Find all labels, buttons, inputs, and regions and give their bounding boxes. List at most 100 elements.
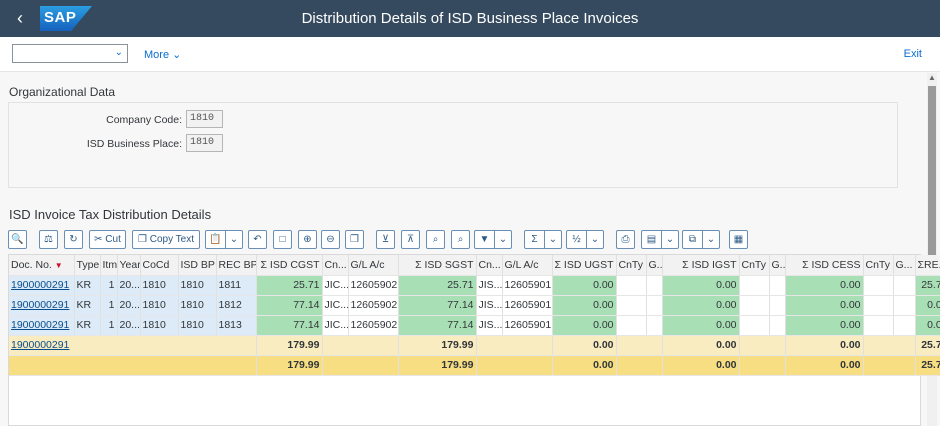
add-row-icon[interactable]: ⊕ [298,230,317,249]
cut-button[interactable]: ✂ Cut [89,230,126,249]
doc-number-link[interactable]: 1900000291 [11,299,70,311]
table-cell[interactable]: JIC... [322,295,349,316]
table-cell[interactable]: 12605901 [502,315,553,336]
column-header[interactable]: G... [769,255,786,276]
table-cell[interactable]: 0.00 [662,315,740,336]
table-cell[interactable]: KR [74,295,101,316]
copy-text-button[interactable]: ❐ Copy Text [132,230,200,249]
table-cell[interactable]: JIS... [476,275,503,296]
insert-row-icon[interactable]: □ [273,230,292,249]
table-cell[interactable]: 77.14 [398,295,477,316]
scroll-up-icon[interactable]: ▲ [928,73,936,82]
column-header[interactable]: Σ ISD UGST [552,255,617,276]
table-cell[interactable]: 0.00 [785,315,864,336]
table-cell[interactable]: JIC... [322,275,349,296]
column-header[interactable]: ΣRE... [915,255,940,276]
column-header[interactable]: Cn... [322,255,349,276]
column-header[interactable]: REC BP [216,255,257,276]
table-cell[interactable]: 12605901 [502,295,553,316]
table-cell[interactable]: 77.14 [256,315,323,336]
layout-icon[interactable]: ▦ [729,230,748,249]
duplicate-row-icon[interactable]: ❐ [345,230,364,249]
chevron-down-icon[interactable]: ⌄ [229,234,239,245]
table-cell[interactable]: 0.00 [552,315,617,336]
find-icon[interactable]: ⌕ [426,230,445,249]
table-cell[interactable] [646,295,663,316]
table-cell[interactable] [616,315,647,336]
table-cell[interactable] [739,275,770,296]
table-cell[interactable]: 1810 [178,275,217,296]
undo-icon[interactable]: ↶ [248,230,267,249]
export-icon[interactable]: ⧉ [688,234,697,245]
table-cell[interactable] [769,275,786,296]
table-cell[interactable]: JIS... [476,295,503,316]
column-header[interactable]: CnTy [739,255,770,276]
sort-descending-icon[interactable]: ⊼ [401,230,420,249]
table-cell[interactable] [893,275,916,296]
table-cell[interactable]: 20... [117,295,141,316]
table-cell[interactable]: JIS... [476,315,503,336]
table-cell[interactable]: 0.00 [915,295,940,316]
table-cell[interactable]: 25.71 [256,275,323,296]
table-cell[interactable]: 1811 [216,275,257,296]
table-cell[interactable]: KR [74,275,101,296]
sum-dropdown[interactable]: Σ ⌄ [524,230,562,249]
filter-dropdown[interactable]: ▼ ⌄ [474,230,512,249]
scrollbar-thumb[interactable] [928,86,936,286]
table-cell[interactable]: 1812 [216,295,257,316]
table-cell[interactable]: 0.00 [915,315,940,336]
table-cell[interactable]: JIC... [322,315,349,336]
table-cell[interactable]: 1 [100,295,118,316]
table-cell[interactable] [893,295,916,316]
chevron-down-icon[interactable]: ⌄ [548,234,558,245]
variant-select[interactable]: ⌄ [12,44,128,63]
table-cell[interactable]: 12605902 [348,315,399,336]
more-menu-button[interactable]: More ⌄ [144,49,182,61]
table-cell[interactable] [863,275,894,296]
table-cell[interactable]: 20... [117,315,141,336]
column-header[interactable]: G/L A/c [502,255,553,276]
doc-number-link[interactable]: 1900000291 [11,319,70,331]
column-header[interactable]: CnTy [616,255,647,276]
table-cell[interactable]: 12605902 [348,295,399,316]
table-cell[interactable]: 20... [117,275,141,296]
column-header[interactable]: Doc. No. ▼ [9,255,75,276]
table-cell[interactable]: 1 [100,315,118,336]
table-cell[interactable] [616,295,647,316]
table-cell[interactable] [646,315,663,336]
table-cell[interactable]: 0.00 [552,275,617,296]
column-header[interactable]: Σ ISD SGST [398,255,477,276]
doc-number-link[interactable]: 1900000291 [11,279,70,291]
table-cell[interactable]: 0.00 [662,275,740,296]
company-code-field[interactable]: 1810 [186,110,223,128]
column-header[interactable]: G... [646,255,663,276]
column-header[interactable]: Year [117,255,141,276]
vertical-scrollbar[interactable]: ▲ [927,73,937,426]
table-cell[interactable]: 1 [100,275,118,296]
column-header[interactable]: G/L A/c [348,255,399,276]
table-cell[interactable]: 12605901 [502,275,553,296]
table-cell[interactable]: 0.00 [552,295,617,316]
chevron-down-icon[interactable]: ⌄ [706,234,716,245]
table-cell[interactable]: 25.71 [398,275,477,296]
subtotal-label-cell[interactable]: 1900000291 [9,335,257,356]
column-header[interactable]: G... [893,255,916,276]
column-header[interactable]: Itm [100,255,118,276]
details-icon[interactable]: 🔍 [8,230,27,249]
column-header[interactable]: CnTy [863,255,894,276]
table-cell[interactable]: 1810 [140,295,179,316]
print-icon[interactable]: ⎙ [616,230,635,249]
table-cell[interactable]: 25.71 [915,275,940,296]
table-cell[interactable]: KR [74,315,101,336]
table-cell[interactable]: 1813 [216,315,257,336]
table-cell[interactable] [893,315,916,336]
table-cell[interactable]: 12605902 [348,275,399,296]
subtotal-doc-link[interactable]: 1900000291 [11,339,70,351]
column-header[interactable]: CoCd [140,255,179,276]
views-dropdown[interactable]: ▤ ⌄ [641,230,679,249]
table-cell[interactable]: 77.14 [398,315,477,336]
table-cell[interactable] [739,315,770,336]
column-header[interactable]: Σ ISD IGST [662,255,740,276]
find-next-icon[interactable]: ⌕ [451,230,470,249]
sort-ascending-icon[interactable]: ⊻ [376,230,395,249]
